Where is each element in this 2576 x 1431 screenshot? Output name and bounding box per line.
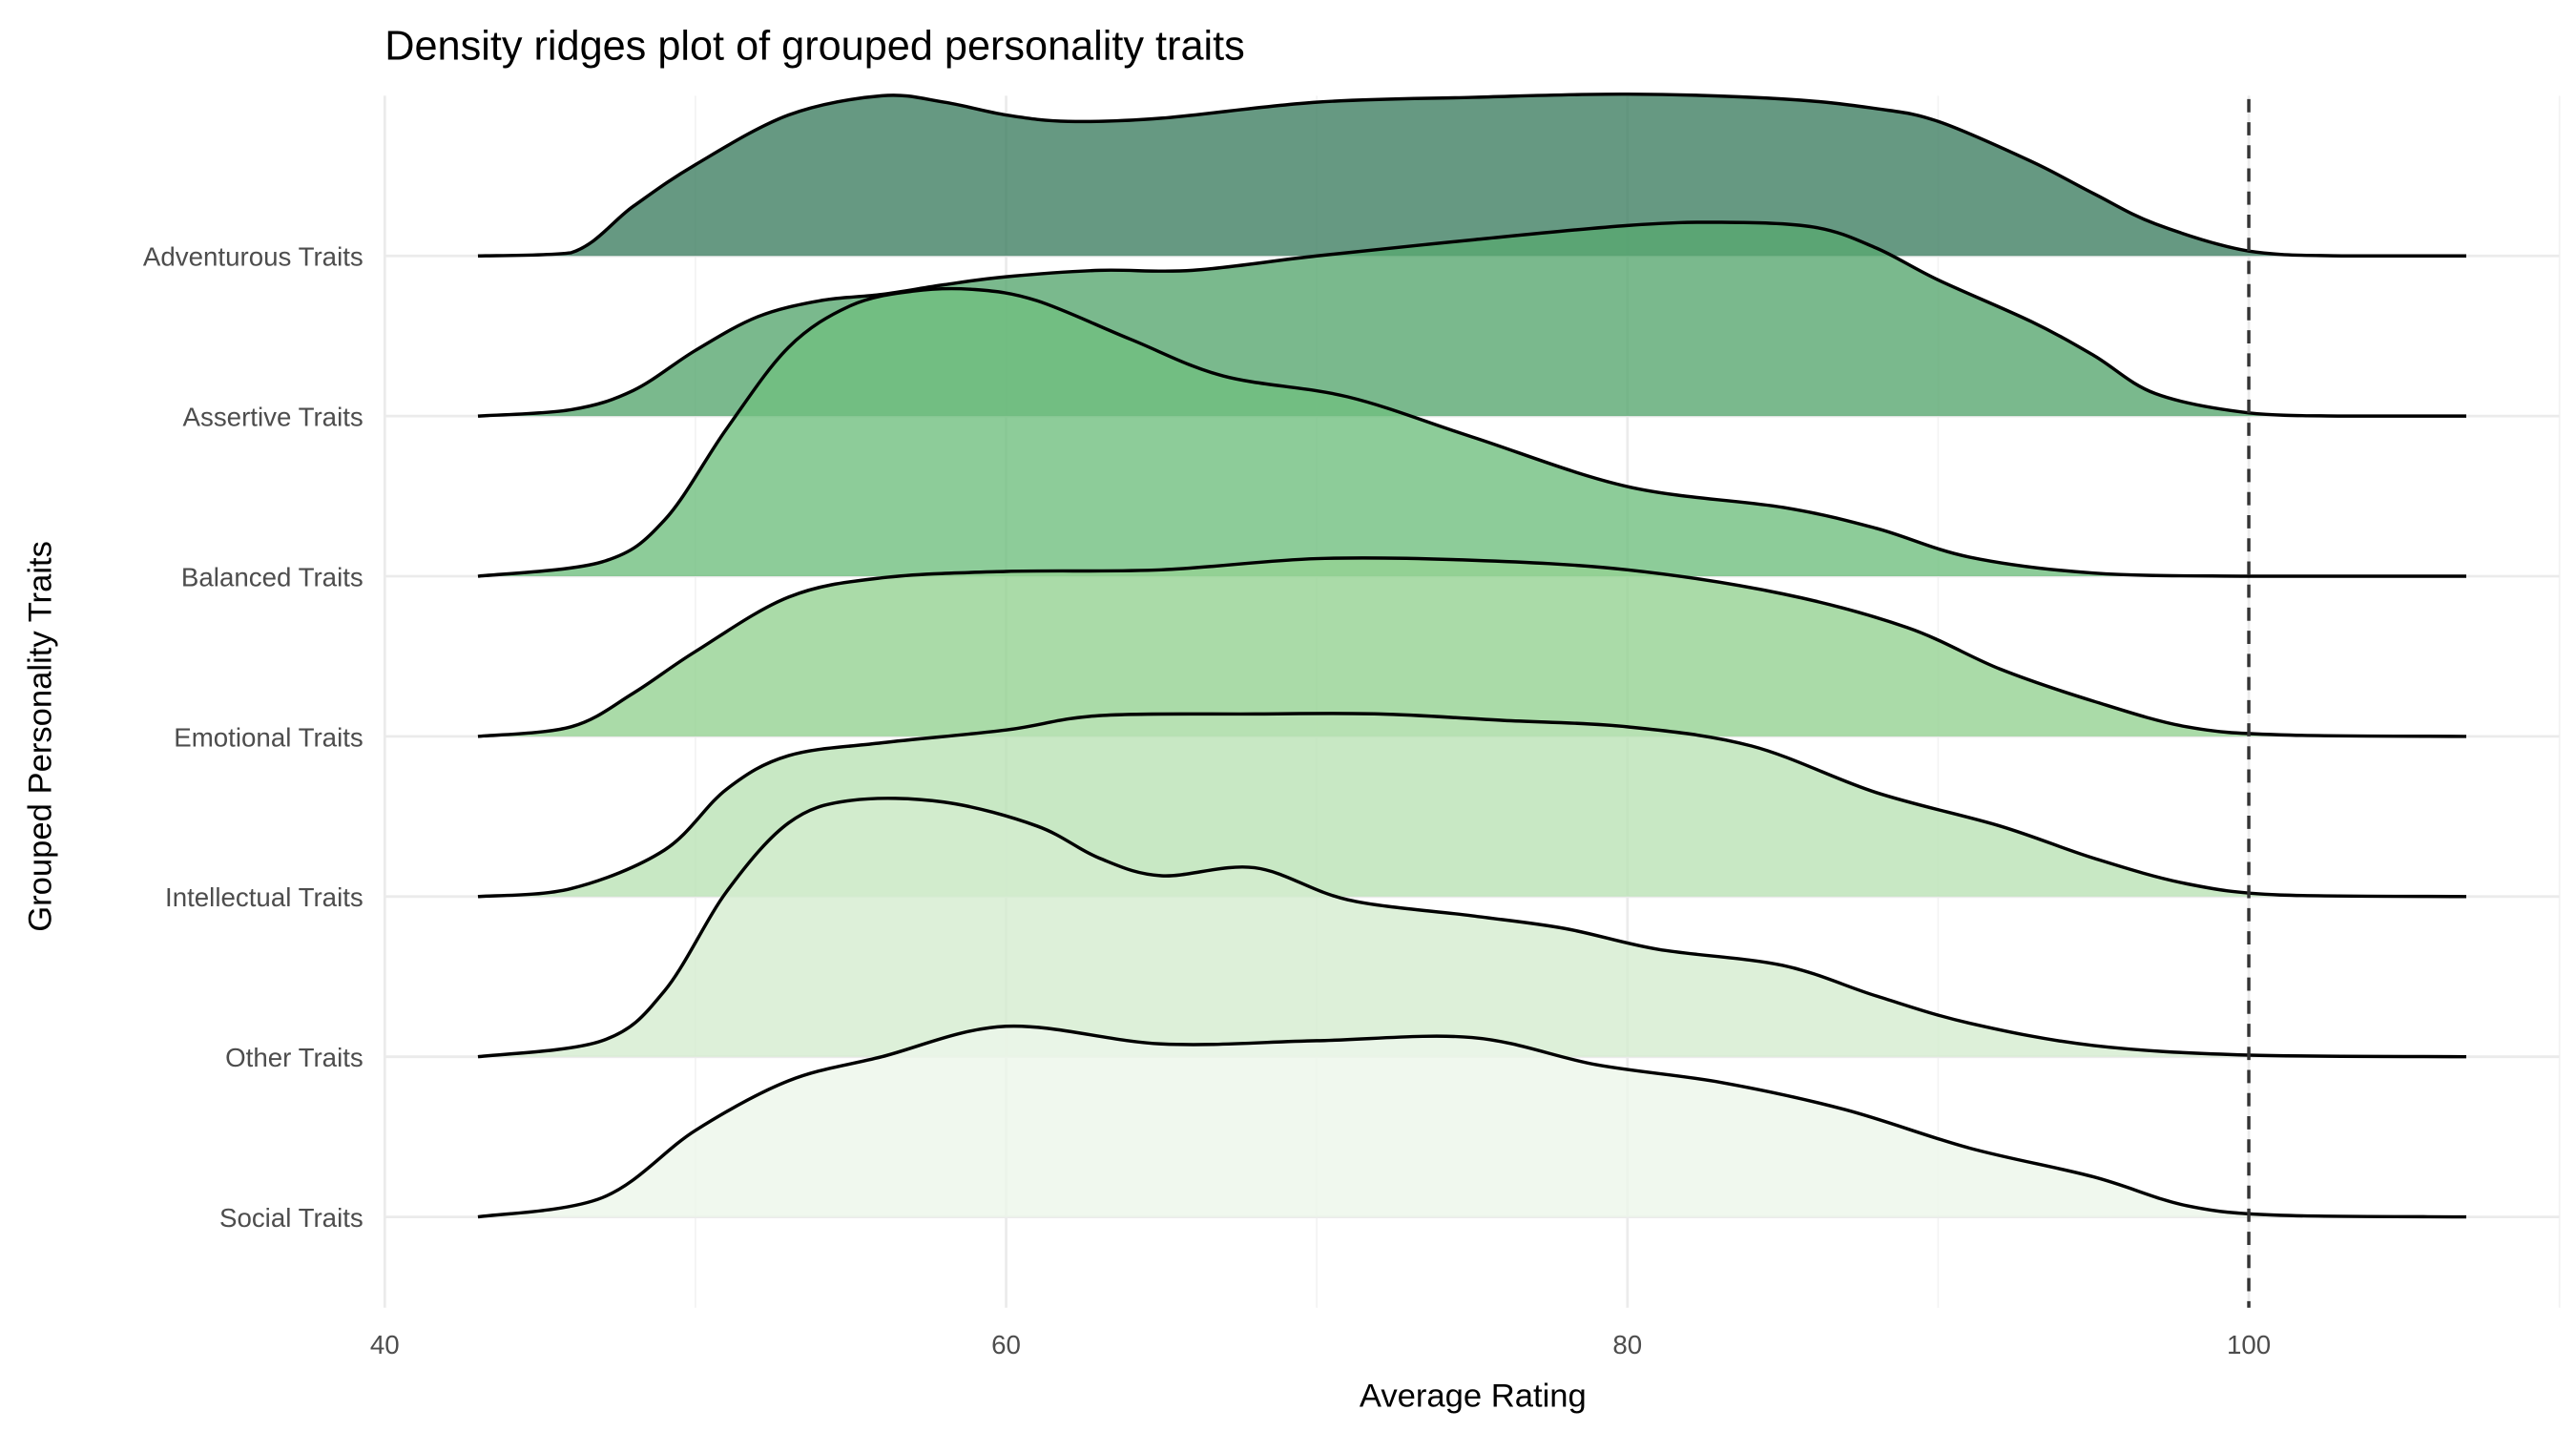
ridge-outline (477, 712, 2467, 899)
x-axis-label: Average Rating (1360, 1379, 1587, 1415)
ridge-fill (477, 557, 2466, 736)
x-tick-label: 60 (991, 1330, 1021, 1359)
ridge-outline (477, 556, 2467, 738)
y-tick-label: Other Traits (225, 1043, 364, 1072)
y-tick-label: Intellectual Traits (165, 882, 364, 912)
y-tick-label: Assertive Traits (183, 403, 364, 432)
ridge-fill (477, 288, 2466, 577)
y-tick-label: Balanced Traits (181, 562, 364, 591)
x-tick-label: 100 (2227, 1330, 2271, 1359)
x-tick-label: 80 (1612, 1330, 1642, 1359)
ridge-fill (477, 798, 2466, 1057)
ridge-emotional-traits (477, 556, 2467, 738)
ridge-outline (477, 286, 2467, 578)
y-tick-label: Adventurous Traits (143, 242, 364, 272)
x-tick-label: 40 (370, 1330, 400, 1359)
ridge-other-traits (477, 797, 2467, 1059)
ridge-social-traits (477, 1024, 2467, 1219)
ridges (477, 92, 2467, 1219)
y-axis-label: Grouped Personality Traits (23, 541, 59, 932)
ridge-balanced-traits (477, 286, 2467, 578)
ridge-outline (477, 797, 2467, 1059)
y-tick-label: Social Traits (219, 1203, 364, 1233)
y-tick-label: Emotional Traits (174, 722, 364, 752)
ridge-adventurous-traits (477, 92, 2467, 258)
ridge-outline (477, 220, 2467, 418)
chart-title: Density ridges plot of grouped personali… (384, 23, 1245, 69)
ridge-outline (477, 1024, 2467, 1219)
ridge-fill (477, 1026, 2466, 1217)
x-tick-labels: 40 60 80 100 (370, 1330, 2271, 1359)
y-tick-labels: Adventurous Traits Assertive Traits Balanc… (143, 242, 364, 1233)
ridge-outline (477, 92, 2467, 258)
